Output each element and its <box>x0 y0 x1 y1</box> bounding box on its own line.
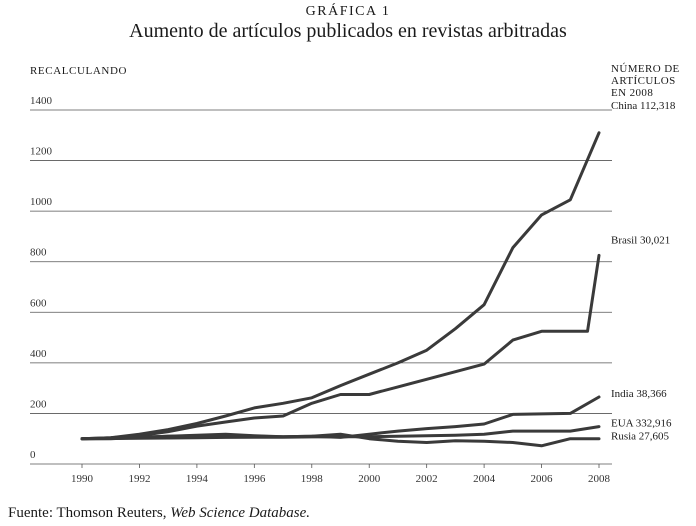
y-tick-label: 400 <box>30 348 47 360</box>
x-tick-label: 2008 <box>588 473 611 485</box>
axis-layer: 0 200 400 600 800 1000 1200 1400 1990 1992 1994 199… <box>30 95 612 485</box>
series-line-eua <box>80 425 601 441</box>
x-tick-label: 2006 <box>531 473 554 485</box>
source-note: Fuente: Thomson Reuters, Web Science Dat… <box>8 505 310 522</box>
x-tick-label: 1998 <box>301 473 324 485</box>
y-tick-label: 800 <box>30 247 47 259</box>
x-tick-label: 1996 <box>243 473 266 485</box>
y-axis-title: RECALCULANDO <box>30 65 128 77</box>
legend-title-line: EN 2008 <box>611 87 654 99</box>
series-label-layer: China 112,318 Brasil 30,021 India 38,366 EU… <box>611 100 676 443</box>
series-label-rusia: Rusia 27,605 <box>611 431 670 443</box>
x-tick-label: 2004 <box>473 473 496 485</box>
y-tick-label: 200 <box>30 398 47 410</box>
x-tick-label: 2002 <box>416 473 438 485</box>
grid-layer <box>30 109 612 414</box>
y-tick-label: 600 <box>30 297 47 309</box>
legend-title-line: ARTÍCULOS <box>611 75 676 87</box>
y-tick-label: 1400 <box>30 95 53 107</box>
y-tick-label: 0 <box>30 449 36 461</box>
series-label-brasil: Brasil 30,021 <box>611 234 670 246</box>
x-tick-label: 1990 <box>71 473 94 485</box>
chart-title: Aumento de artículos publicados en revis… <box>129 20 567 42</box>
legend-title: NÚMERO DE ARTÍCULOS EN 2008 <box>611 63 696 99</box>
series-label-india: India 38,366 <box>611 388 667 400</box>
y-tick-label: 1000 <box>30 196 53 208</box>
series-label-eua: EUA 332,916 <box>611 418 672 430</box>
y-tick-label: 1200 <box>30 146 53 158</box>
x-tick-label: 1992 <box>128 473 150 485</box>
series-line-rusia <box>80 432 601 448</box>
source-database: Web Science Database. <box>170 505 311 521</box>
series-line-china <box>80 131 601 441</box>
source-prefix: Fuente: Thomson Reuters, <box>8 505 171 521</box>
x-tick-label: 1994 <box>186 473 209 485</box>
series-layer <box>80 131 601 448</box>
x-tick-label: 2000 <box>358 473 381 485</box>
series-line-brasil <box>80 253 601 441</box>
figure-label: GRÁFICA 1 <box>305 4 391 19</box>
line-chart: 0 200 400 600 800 1000 1200 1400 1990 1992 1994 199… <box>30 95 676 485</box>
series-label-china: China 112,318 <box>611 100 676 112</box>
legend-title-line: NÚMERO DE <box>611 63 680 75</box>
